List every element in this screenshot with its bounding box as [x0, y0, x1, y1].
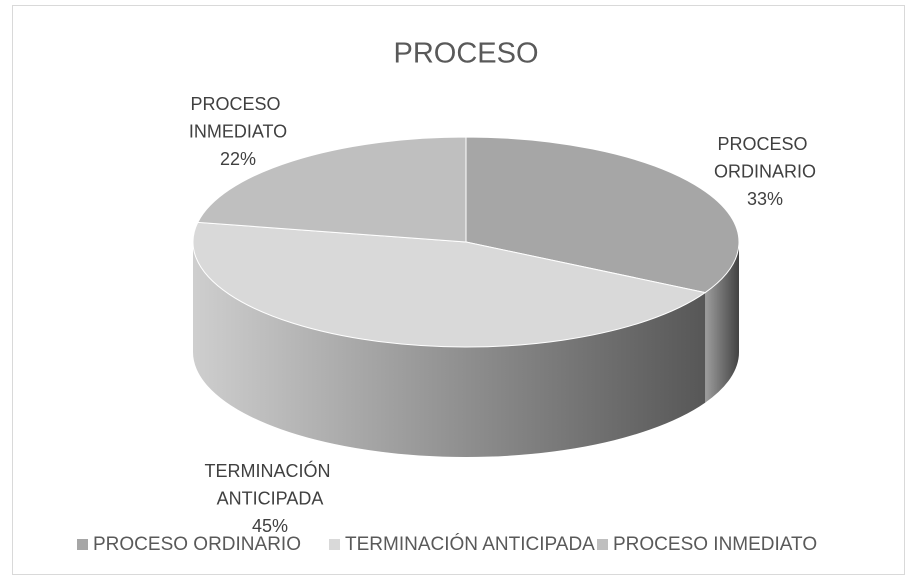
slice: [465, 136, 740, 294]
legend-label: PROCESO INMEDIATO: [613, 534, 817, 555]
slice: [192, 221, 707, 348]
side-shade: [705, 242, 739, 403]
legend-label: TERMINACIÓN ANTICIPADA: [345, 533, 595, 555]
side-shade: [193, 242, 706, 458]
legend-swatch: [597, 539, 608, 550]
data-label-category: PROCESO ORDINARIO: [714, 134, 816, 182]
data-label-category: PROCESO INMEDIATO: [189, 94, 287, 142]
data-label-value: 22%: [220, 149, 256, 169]
data-label-category: TERMINACIÓN ANTICIPADA: [204, 460, 335, 509]
data-label-value: 33%: [747, 189, 783, 209]
legend-swatch: [329, 539, 340, 550]
legend-label: PROCESO ORDINARIO: [93, 534, 301, 555]
chart-title: PROCESO: [393, 38, 538, 70]
data-label-value: 45%: [252, 516, 288, 536]
legend-swatch: [77, 539, 88, 550]
slice: [197, 136, 467, 243]
